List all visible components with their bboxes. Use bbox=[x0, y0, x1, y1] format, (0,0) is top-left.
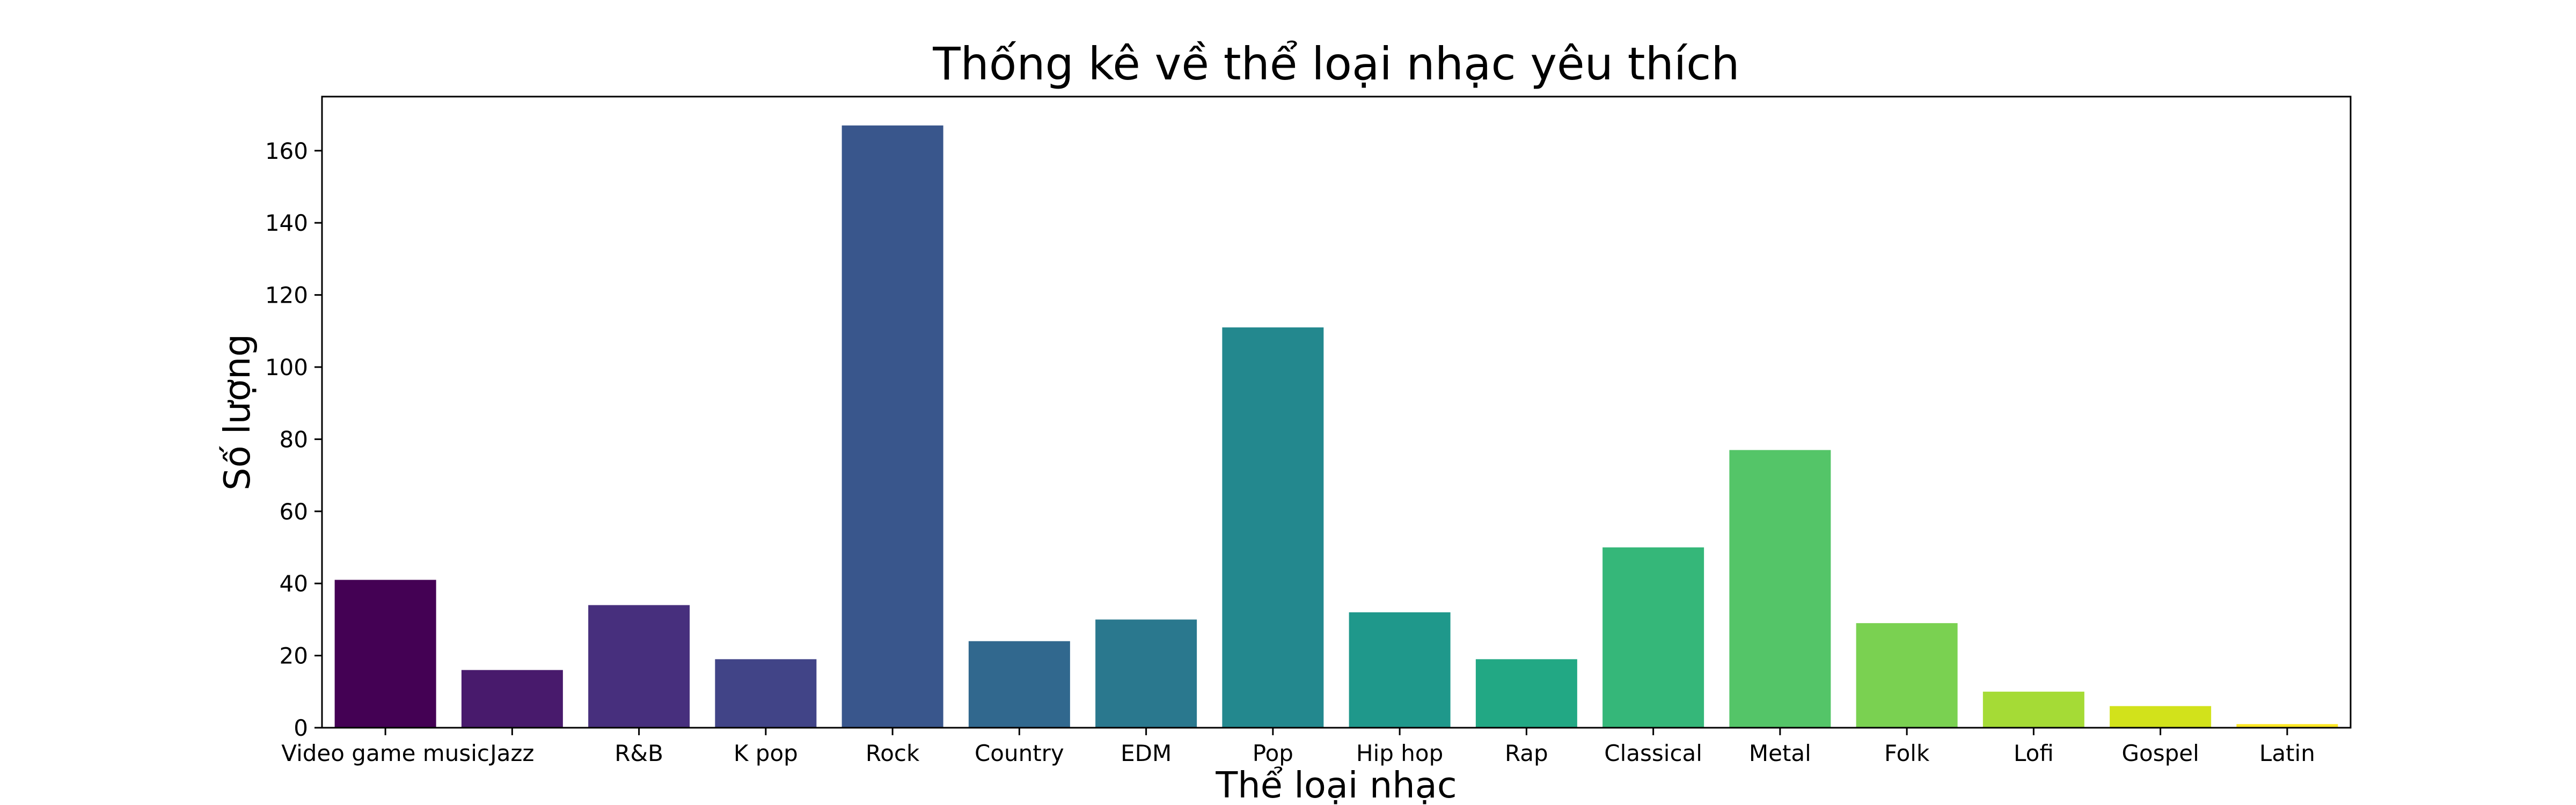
bar-country bbox=[968, 641, 1070, 728]
bar-k-pop bbox=[715, 659, 817, 728]
bar-pop bbox=[1222, 327, 1324, 728]
bar-lofi bbox=[1982, 691, 2084, 728]
y-tick-label: 100 bbox=[265, 354, 308, 380]
y-axis: 0 20 40 60 80 100 120 140 160 bbox=[265, 138, 322, 741]
x-tick-label: Lofi bbox=[2014, 740, 2054, 766]
y-tick-label: 20 bbox=[280, 643, 308, 669]
bar-edm bbox=[1095, 619, 1197, 728]
bar-rap bbox=[1475, 659, 1577, 728]
bar-classical bbox=[1602, 547, 1704, 728]
x-tick-label: Hip hop bbox=[1356, 740, 1443, 766]
y-tick-label: 60 bbox=[280, 499, 308, 525]
bar-folk bbox=[1856, 623, 1958, 728]
bar-gospel bbox=[2110, 706, 2212, 728]
x-tick-label: Video game music bbox=[281, 740, 489, 766]
chart-title: Thống kê về thể loại nhạc yêu thích bbox=[932, 38, 1739, 90]
x-tick-label: Rock bbox=[866, 740, 920, 766]
bar-randb bbox=[588, 605, 690, 728]
x-axis-label: Thể loại nhạc bbox=[1215, 764, 1457, 805]
bar-metal bbox=[1729, 450, 1831, 728]
bar-video-game-music bbox=[334, 580, 436, 728]
x-tick-label: Country bbox=[975, 740, 1064, 766]
x-tick-label: Metal bbox=[1749, 740, 1811, 766]
bar-rock bbox=[841, 125, 943, 728]
bar-latin bbox=[2236, 724, 2338, 728]
bar-jazz bbox=[461, 670, 563, 728]
x-tick-label: Folk bbox=[1884, 740, 1930, 766]
bar-hip-hop bbox=[1349, 612, 1451, 728]
x-tick-label: R&B bbox=[614, 740, 663, 766]
y-tick-label: 0 bbox=[294, 715, 308, 741]
y-tick-label: 40 bbox=[280, 570, 308, 597]
x-tick-label: Pop bbox=[1253, 740, 1293, 766]
x-tick-label: Rap bbox=[1505, 740, 1548, 766]
y-tick-label: 80 bbox=[280, 426, 308, 452]
y-tick-label: 160 bbox=[265, 138, 308, 164]
y-tick-label: 120 bbox=[265, 282, 308, 309]
x-tick-label: Jazz bbox=[488, 740, 534, 766]
y-tick-label: 140 bbox=[265, 210, 308, 236]
plot-frame bbox=[321, 96, 2352, 729]
x-tick-label: Gospel bbox=[2121, 740, 2199, 766]
x-axis: Video game music Jazz R&B K pop Rock Country E… bbox=[281, 728, 2315, 766]
x-tick-label: EDM bbox=[1121, 740, 1172, 766]
y-axis-label: Số lượng bbox=[216, 334, 258, 491]
bars-group bbox=[334, 125, 2338, 728]
x-tick-label: Classical bbox=[1604, 740, 1702, 766]
x-tick-label: Latin bbox=[2259, 740, 2315, 766]
x-tick-label: K pop bbox=[734, 740, 798, 766]
